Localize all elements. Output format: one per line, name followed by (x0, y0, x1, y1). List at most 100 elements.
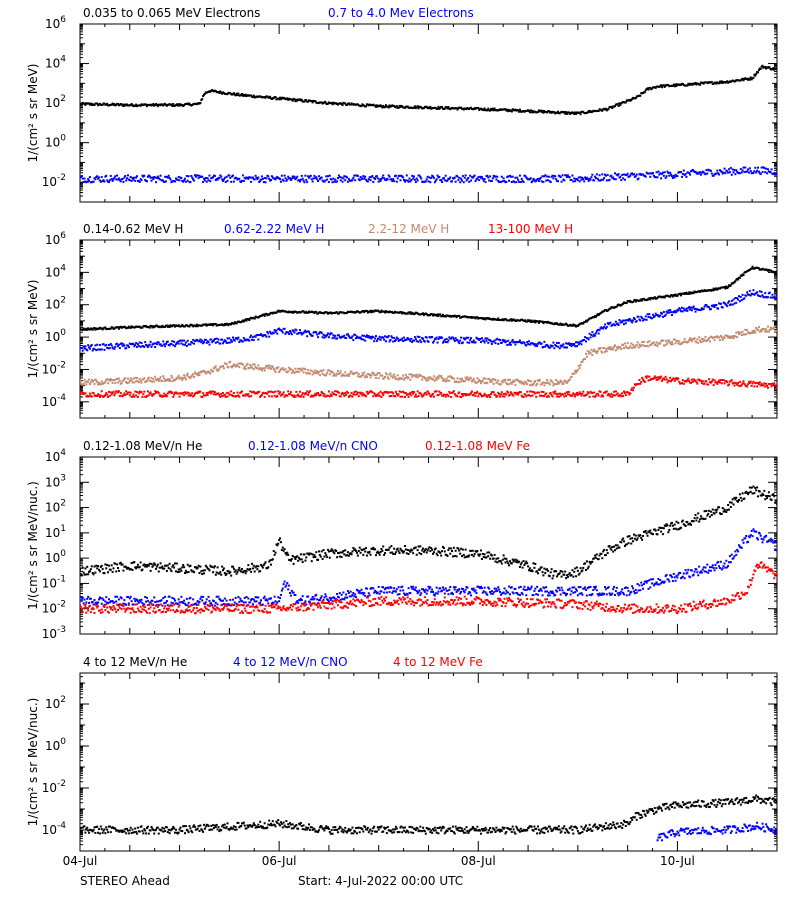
data-point (763, 296, 766, 299)
data-point (354, 179, 357, 182)
data-point (682, 307, 685, 310)
data-point (392, 376, 395, 379)
data-point (630, 342, 633, 345)
data-point (201, 175, 204, 178)
data-point (405, 174, 408, 177)
data-point (656, 345, 659, 348)
data-point (171, 391, 174, 394)
data-point (276, 175, 279, 178)
data-point (348, 372, 351, 375)
data-point (373, 340, 376, 343)
data-point (436, 174, 439, 177)
data-point (204, 323, 207, 326)
data-point (651, 313, 654, 316)
data-point (362, 175, 365, 178)
data-point (242, 367, 245, 370)
data-point (89, 102, 92, 105)
data-point (197, 372, 200, 375)
data-point (302, 371, 305, 374)
data-point (757, 170, 760, 173)
data-point (649, 298, 652, 301)
data-point (124, 377, 127, 380)
data-point (180, 325, 183, 328)
data-point (514, 391, 517, 394)
data-point (298, 390, 301, 393)
data-point (137, 344, 140, 347)
data-point (480, 341, 483, 344)
data-point (252, 390, 255, 393)
data-point (80, 382, 82, 385)
data-point (383, 310, 386, 313)
data-point (169, 178, 172, 181)
data-point (706, 172, 709, 175)
data-point (437, 314, 440, 317)
data-point (437, 105, 440, 108)
data-point (217, 392, 220, 395)
data-point (495, 178, 498, 181)
data-point (556, 341, 559, 344)
data-point (687, 292, 690, 295)
data-point (157, 341, 160, 344)
data-point (237, 336, 240, 339)
data-point (426, 376, 429, 379)
data-point (596, 177, 599, 180)
data-point (108, 379, 111, 382)
data-point (501, 180, 504, 183)
data-point (411, 341, 414, 344)
data-point (145, 344, 148, 347)
data-point (149, 340, 152, 343)
data-point (144, 341, 147, 344)
data-point (104, 380, 107, 383)
data-point (771, 68, 774, 71)
data-point (409, 391, 412, 394)
data-point (396, 337, 399, 340)
data-point (413, 395, 416, 398)
data-point (301, 391, 304, 394)
data-point (324, 100, 327, 103)
data-point (216, 340, 219, 343)
data-point (673, 309, 676, 312)
data-point (392, 340, 395, 343)
data-point (487, 107, 490, 110)
data-point (111, 346, 114, 349)
data-point (250, 334, 253, 337)
data-point (623, 173, 626, 176)
data-point (200, 371, 203, 374)
data-point (292, 395, 295, 398)
data-point (747, 171, 750, 174)
data-point (140, 179, 143, 182)
data-point (671, 343, 674, 346)
data-point (330, 102, 333, 105)
data-point (170, 342, 173, 345)
data-point (322, 394, 325, 397)
data-point (557, 395, 560, 398)
data-point (637, 346, 640, 349)
data-point (493, 107, 496, 110)
data-point (170, 103, 173, 106)
data-point (604, 107, 607, 110)
data-point (463, 176, 466, 179)
data-point (760, 330, 763, 333)
data-point (307, 311, 310, 314)
data-point (529, 320, 532, 323)
data-point (184, 341, 187, 344)
data-point (372, 395, 375, 398)
data-point (555, 392, 558, 395)
data-point (755, 171, 758, 174)
data-point (110, 344, 113, 347)
data-point (191, 392, 194, 395)
data-point (504, 108, 507, 111)
data-point (737, 333, 740, 336)
data-point (397, 339, 400, 342)
data-point (415, 177, 418, 180)
data-point (726, 334, 729, 337)
data-point (316, 370, 319, 373)
data-point (577, 364, 580, 367)
data-point (702, 290, 705, 293)
data-point (445, 337, 448, 340)
data-point (106, 393, 109, 396)
data-point (109, 342, 112, 345)
data-point (136, 175, 139, 178)
data-point (339, 179, 342, 182)
data-point (268, 335, 271, 338)
